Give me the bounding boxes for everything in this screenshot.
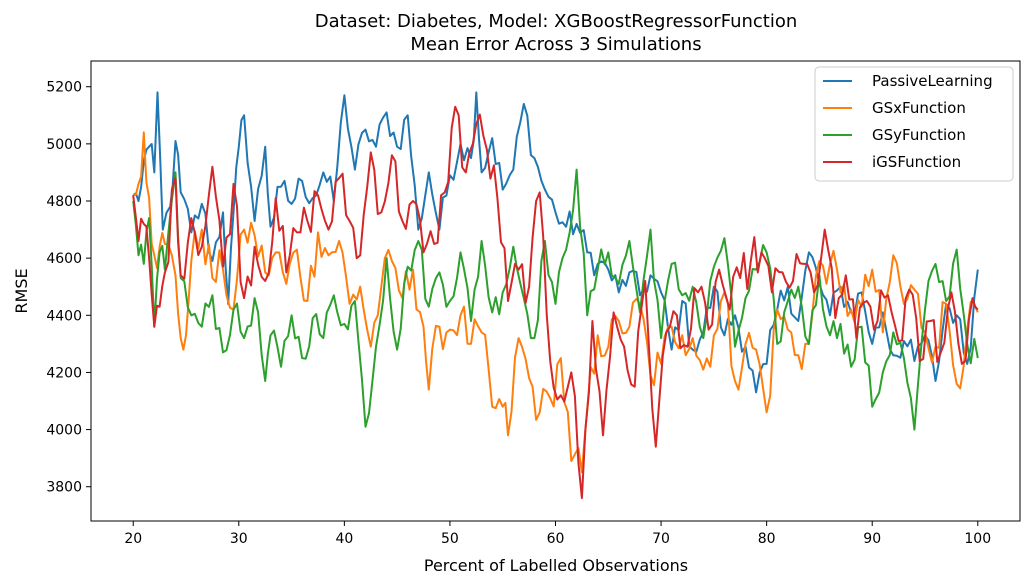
y-tick-label: 4800 [46, 194, 82, 210]
x-tick-label: 50 [441, 531, 459, 547]
legend: PassiveLearning GSxFunction GSyFunction iGS… [814, 66, 1014, 182]
x-tick-label: 80 [758, 531, 776, 547]
legend-label-GSxFunction: GSxFunction [872, 99, 966, 117]
legend-label-iGSFunction: iGSFunction [872, 153, 961, 171]
x-tick-label: 40 [335, 531, 353, 547]
x-tick-label: 30 [230, 531, 248, 547]
legend-label-PassiveLearning: PassiveLearning [872, 72, 993, 90]
x-tick-label: 60 [547, 531, 565, 547]
y-axis-ticks: 3800 4000 4200 4400 4600 4800 5000 5200 [46, 80, 91, 496]
x-tick-label: 90 [863, 531, 881, 547]
series-lines [132, 91, 979, 500]
chart-title-line-1: Dataset: Diabetes, Model: XGBoostRegress… [315, 11, 798, 32]
legend-label-GSyFunction: GSyFunction [872, 126, 966, 144]
x-tick-label: 100 [964, 531, 991, 547]
x-axis-ticks: 20 30 40 50 60 70 80 90 100 [124, 521, 991, 547]
y-tick-label: 4400 [46, 308, 82, 324]
y-tick-label: 5200 [46, 80, 82, 96]
y-tick-label: 4000 [46, 423, 82, 439]
y-tick-label: 4600 [46, 251, 82, 267]
x-tick-label: 70 [652, 531, 670, 547]
legend-box [814, 66, 1014, 182]
y-tick-label: 4200 [46, 365, 82, 381]
x-tick-label: 20 [124, 531, 142, 547]
y-axis-label: RMSE [12, 268, 31, 313]
chart-title-line-2: Mean Error Across 3 Simulations [410, 34, 701, 55]
x-axis-label: Percent of Labelled Observations [424, 556, 688, 575]
y-tick-label: 3800 [46, 480, 82, 496]
series-line-iGSFunction [132, 105, 979, 500]
series-line-GSyFunction [132, 168, 979, 431]
y-tick-label: 5000 [46, 137, 82, 153]
series-line-GSxFunction [132, 131, 979, 474]
